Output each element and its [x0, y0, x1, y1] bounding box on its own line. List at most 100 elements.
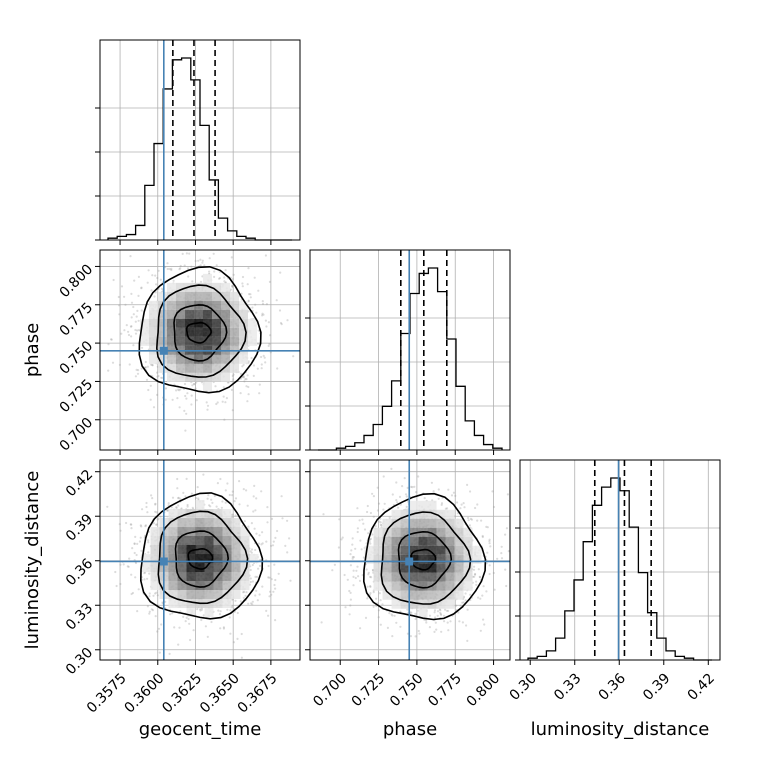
sample-point — [140, 549, 143, 552]
density-cell — [222, 590, 232, 600]
sample-point — [438, 608, 441, 611]
sample-point — [270, 544, 273, 548]
sample-point — [258, 383, 261, 386]
sample-point — [238, 480, 241, 483]
density-cell — [184, 300, 194, 310]
sample-point — [210, 620, 213, 624]
sample-point — [190, 492, 193, 495]
density-cell — [229, 363, 239, 373]
sample-point — [200, 608, 203, 611]
sample-point — [202, 614, 205, 617]
sample-point — [160, 287, 164, 290]
sample-point — [152, 594, 155, 597]
density-cell — [220, 309, 230, 319]
sample-point — [252, 374, 255, 377]
sample-point — [244, 594, 247, 597]
sample-point — [350, 549, 353, 552]
sample-point — [236, 637, 239, 641]
sample-point — [388, 612, 391, 615]
density-cell — [150, 581, 160, 591]
sample-point — [181, 252, 184, 255]
sample-point — [175, 506, 178, 509]
sample-point — [145, 378, 149, 381]
sample-point — [137, 319, 140, 322]
sample-point — [439, 611, 442, 614]
sample-point — [199, 608, 202, 611]
density-cell — [157, 309, 167, 319]
density-cell — [166, 318, 176, 328]
sample-point — [252, 495, 255, 498]
sample-point — [399, 503, 402, 506]
sample-point — [262, 313, 265, 316]
sample-point — [218, 277, 221, 280]
sample-point — [176, 477, 179, 481]
sample-point — [442, 614, 446, 617]
density-cell — [157, 318, 167, 328]
density-cell — [204, 554, 214, 564]
sample-point — [504, 533, 507, 536]
density-cell — [222, 572, 232, 582]
density-cell — [454, 563, 464, 573]
sample-point — [258, 392, 261, 395]
density-cell — [157, 291, 167, 301]
density-cell — [175, 318, 185, 328]
sample-point — [222, 627, 225, 630]
sample-point — [213, 275, 216, 278]
density-cell — [409, 536, 419, 546]
sample-point — [185, 477, 188, 480]
sample-point — [249, 550, 252, 553]
sample-point — [369, 585, 372, 589]
sample-point — [157, 627, 161, 630]
sample-point — [190, 394, 193, 397]
sample-point — [148, 610, 151, 613]
sample-point — [251, 603, 254, 606]
sample-point — [486, 526, 489, 529]
density-cell — [213, 590, 223, 600]
sample-point — [135, 368, 138, 371]
sample-point — [127, 333, 131, 337]
sample-point — [263, 356, 266, 359]
sample-point — [466, 483, 469, 486]
sample-point — [288, 537, 291, 540]
density-cell — [427, 554, 437, 564]
sample-point — [265, 609, 268, 613]
density-cell — [436, 554, 446, 564]
sample-point — [354, 576, 357, 580]
sample-point — [434, 621, 437, 624]
density-cell — [195, 500, 205, 510]
sample-point — [252, 510, 255, 513]
sample-point — [246, 374, 249, 377]
sample-point — [204, 625, 207, 628]
density-cell — [177, 509, 187, 519]
sample-point — [177, 496, 180, 499]
sample-point — [106, 505, 109, 508]
sample-point — [268, 576, 271, 579]
sample-point — [183, 382, 187, 386]
sample-point — [246, 504, 249, 507]
sample-point — [154, 592, 157, 595]
density-cell — [238, 327, 248, 337]
density-cell — [229, 318, 239, 328]
density-cell — [220, 300, 230, 310]
density-cell — [427, 500, 437, 510]
sample-point — [185, 397, 188, 400]
density-cell — [400, 599, 410, 609]
density-cell — [391, 545, 401, 555]
sample-point — [186, 392, 189, 395]
density-cell — [186, 599, 196, 609]
density-cell — [400, 572, 410, 582]
sample-point — [395, 499, 398, 502]
sample-point — [229, 632, 232, 635]
sample-point — [368, 593, 372, 596]
sample-point — [191, 506, 194, 509]
sample-point — [254, 575, 257, 579]
sample-point — [179, 388, 182, 391]
sample-point — [467, 519, 470, 522]
sample-point — [395, 621, 398, 624]
sample-point — [240, 292, 243, 295]
sample-point — [128, 363, 131, 366]
sample-point — [273, 563, 276, 566]
sample-point — [269, 334, 272, 337]
sample-point — [271, 544, 275, 547]
density-cell — [229, 327, 239, 337]
